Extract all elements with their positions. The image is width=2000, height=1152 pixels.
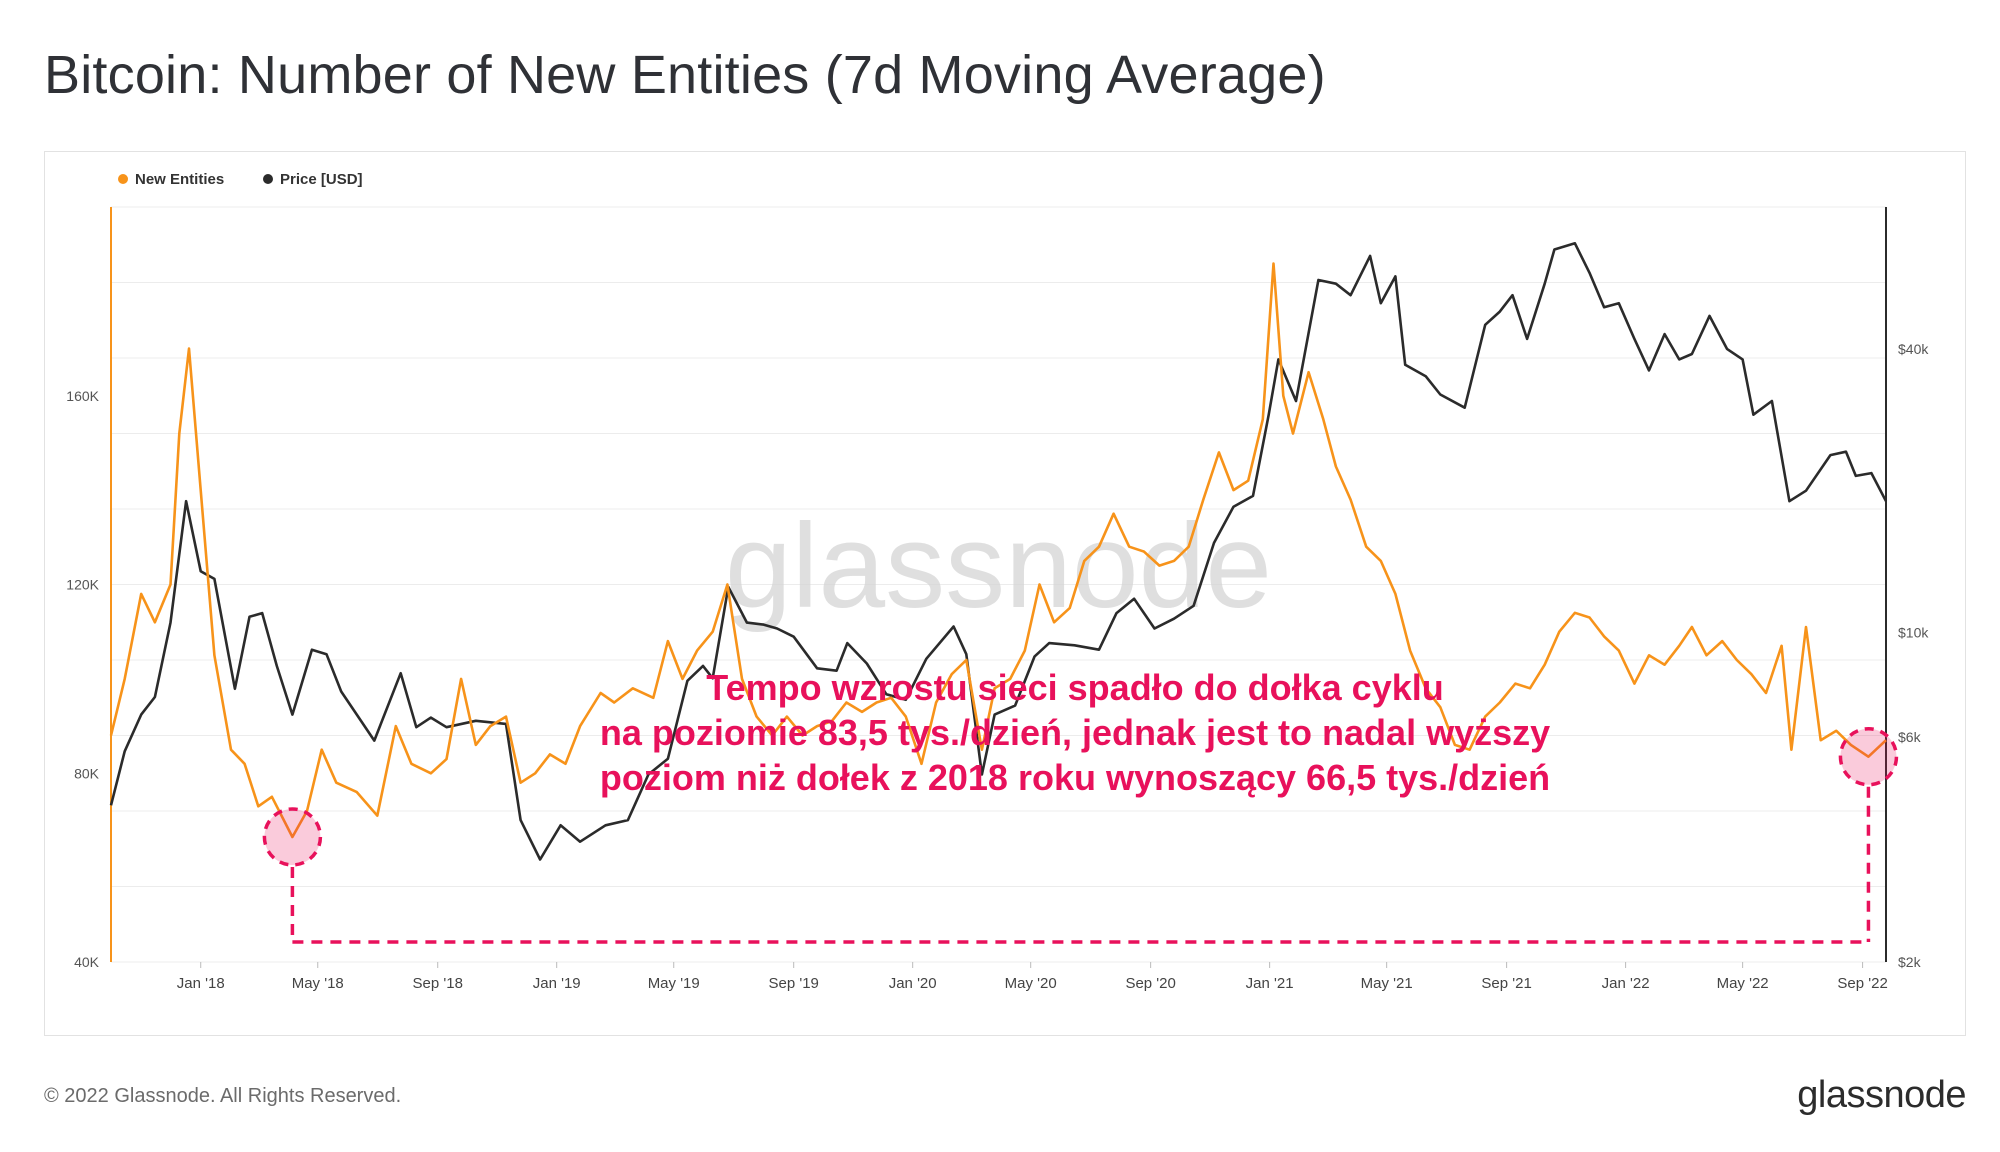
x-tick-label: May '18: [292, 975, 344, 992]
annotation-text-line: poziom niż dołek z 2018 roku wynoszący 6…: [600, 757, 1550, 798]
x-tick-label: Sep '22: [1837, 975, 1887, 992]
x-tick-label: May '21: [1361, 975, 1413, 992]
annotation-text-line: Tempo wzrostu sieci spadło do dołka cykl…: [706, 667, 1444, 708]
annotation-text-line: na poziomie 83,5 tys./dzień, jednak jest…: [600, 712, 1550, 753]
x-tick-label: Sep '19: [768, 975, 818, 992]
page-title: Bitcoin: Number of New Entities (7d Movi…: [44, 45, 1326, 105]
series-line-new-entities: [109, 262, 1887, 839]
x-tick-label: May '20: [1005, 975, 1057, 992]
y-right-tick-label: $10k: [1898, 625, 1929, 641]
chart-svg: glassnode 40K 80K 120K 160K $2k $6k $10k $40k Jan…: [66, 171, 1929, 992]
y-right-tick-label: $2k: [1898, 954, 1922, 970]
legend-label-new-entities: New Entities: [135, 171, 224, 188]
x-tick-label: Jan '18: [177, 975, 225, 992]
y-left-tick-label: 80K: [74, 765, 100, 781]
series-line-price: [109, 242, 1888, 861]
y-left-tick-label: 120K: [66, 577, 99, 593]
x-tick-label: May '19: [648, 975, 700, 992]
x-tick-label: May '22: [1717, 975, 1769, 992]
y-right-tick-label: $40k: [1898, 341, 1929, 357]
x-tick-label: Jan '19: [533, 975, 581, 992]
legend-label-price: Price [USD]: [280, 171, 363, 188]
y-left-tick-label: 160K: [66, 388, 99, 404]
glassnode-logo: glassnode: [1797, 1074, 1966, 1116]
watermark: glassnode: [725, 499, 1272, 633]
x-tick-label: Sep '18: [413, 975, 463, 992]
legend-dot-price: [263, 174, 273, 184]
x-tick-label: Sep '21: [1481, 975, 1531, 992]
y-right-tick-label: $6k: [1898, 729, 1922, 745]
legend-dot-new-entities: [118, 174, 128, 184]
x-tick-label: Jan '22: [1602, 975, 1650, 992]
x-tick-label: Sep '20: [1125, 975, 1175, 992]
annotation-marker: [1838, 726, 1899, 787]
chart-frame: glassnode 40K 80K 120K 160K $2k $6k $10k $40k Jan…: [44, 151, 1966, 1036]
y-left-tick-label: 40K: [74, 954, 100, 970]
x-tick-label: Jan '20: [889, 975, 937, 992]
annotation-marker: [262, 807, 323, 867]
x-tick-label: Jan '21: [1246, 975, 1294, 992]
footer-copyright: © 2022 Glassnode. All Rights Reserved.: [44, 1085, 402, 1107]
